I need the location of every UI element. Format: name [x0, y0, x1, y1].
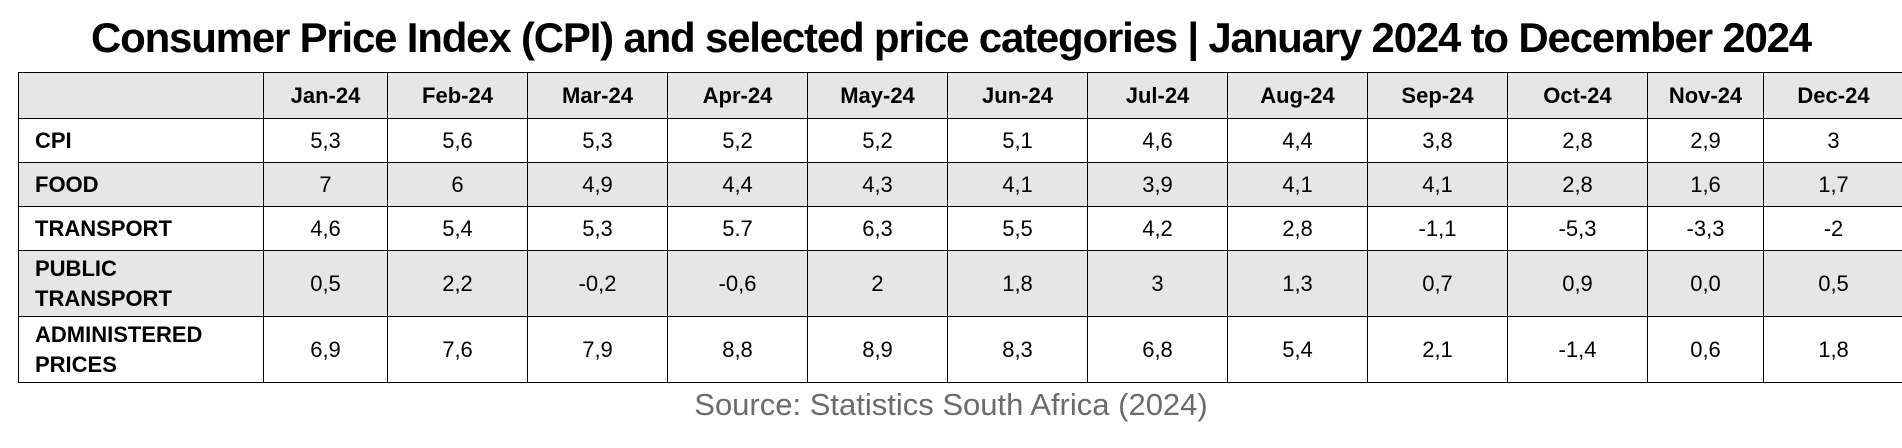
data-cell: 2 [807, 250, 948, 317]
data-cell: 5,2 [807, 118, 948, 163]
row-label-line: TRANSPORT [35, 285, 172, 311]
data-cell: 6,3 [807, 206, 948, 251]
column-header: Jul-24 [1087, 72, 1228, 119]
data-cell: -1,1 [1367, 206, 1508, 251]
data-cell: -0,2 [527, 250, 668, 317]
data-cell: 5,3 [527, 206, 668, 251]
data-cell: 4,2 [1087, 206, 1228, 251]
data-cell: 4,3 [807, 162, 948, 207]
data-cell: -1,4 [1507, 316, 1648, 383]
table-row: ADMINISTERED PRICES 6,9 7,6 7,9 8,8 8,9 8,3 6,8 5… [18, 316, 1902, 383]
data-cell: 4,6 [263, 206, 388, 251]
data-cell: -5,3 [1507, 206, 1648, 251]
data-cell: 4,4 [1227, 118, 1368, 163]
row-label-line: FOOD [35, 171, 99, 197]
cpi-table: Jan-24 Feb-24 Mar-24 Apr-24 May-24 Jun-24 Jul-… [18, 72, 1902, 383]
column-header: Feb-24 [387, 72, 528, 119]
data-cell: 5,5 [947, 206, 1088, 251]
data-cell: 4,6 [1087, 118, 1228, 163]
row-label-cell: FOOD [18, 162, 264, 207]
data-cell: 0,5 [263, 250, 388, 317]
data-cell: 2,8 [1507, 162, 1648, 207]
column-header: Nov-24 [1647, 72, 1764, 119]
data-cell: 2,2 [387, 250, 528, 317]
data-cell: 1,8 [1763, 316, 1902, 383]
header-corner-cell [18, 72, 264, 119]
column-header: May-24 [807, 72, 948, 119]
data-cell: 0,7 [1367, 250, 1508, 317]
data-cell: 5.7 [667, 206, 808, 251]
data-cell: 5,6 [387, 118, 528, 163]
row-label-cell: PUBLIC TRANSPORT [18, 250, 264, 317]
column-header: Oct-24 [1507, 72, 1648, 119]
data-cell: 3,9 [1087, 162, 1228, 207]
data-cell: 8,3 [947, 316, 1088, 383]
data-cell: 2,1 [1367, 316, 1508, 383]
table-header-row: Jan-24 Feb-24 Mar-24 Apr-24 May-24 Jun-24 Jul-… [18, 72, 1902, 119]
data-cell: -0,6 [667, 250, 808, 317]
table-body: CPI 5,3 5,6 5,3 5,2 5,2 5,1 4,6 4,4 3,8 2,8 2,9 3 FOO… [18, 118, 1902, 383]
row-label-line: CPI [35, 127, 72, 153]
data-cell: 1,7 [1763, 162, 1902, 207]
data-cell: 0,6 [1647, 316, 1764, 383]
data-cell: 7,6 [387, 316, 528, 383]
data-cell: 1,3 [1227, 250, 1368, 317]
table-row: PUBLIC TRANSPORT 0,5 2,2 -0,2 -0,6 2 1,8 3 1,3 0,7… [18, 250, 1902, 317]
data-cell: 5,2 [667, 118, 808, 163]
row-label-line: ADMINISTERED [35, 321, 203, 347]
data-cell: 0,5 [1763, 250, 1902, 317]
data-cell: 4,1 [1227, 162, 1368, 207]
data-cell: 3,8 [1367, 118, 1508, 163]
data-cell: 5,4 [1227, 316, 1368, 383]
data-cell: 4,1 [947, 162, 1088, 207]
column-header: Dec-24 [1763, 72, 1902, 119]
data-cell: 5,1 [947, 118, 1088, 163]
data-cell: 2,9 [1647, 118, 1764, 163]
data-cell: 3 [1763, 118, 1902, 163]
row-label-line: TRANSPORT [35, 215, 172, 241]
data-cell: 2,8 [1227, 206, 1368, 251]
row-label-line: PRICES [35, 351, 117, 377]
data-cell: 1,8 [947, 250, 1088, 317]
table-row: TRANSPORT 4,6 5,4 5,3 5.7 6,3 5,5 4,2 2,8 -1,1 -5,… [18, 206, 1902, 251]
data-cell: 5,3 [263, 118, 388, 163]
source-note: Source: Statistics South Africa (2024) [694, 387, 1208, 422]
data-cell: 6,9 [263, 316, 388, 383]
data-cell: 0,9 [1507, 250, 1648, 317]
row-label-cell: TRANSPORT [18, 206, 264, 251]
data-cell: 8,9 [807, 316, 948, 383]
data-cell: 5,3 [527, 118, 668, 163]
data-cell: 0,0 [1647, 250, 1764, 317]
data-cell: -2 [1763, 206, 1902, 251]
column-header: Jan-24 [263, 72, 388, 119]
data-cell: 4,9 [527, 162, 668, 207]
data-cell: 7,9 [527, 316, 668, 383]
column-header: Apr-24 [667, 72, 808, 119]
data-cell: 8,8 [667, 316, 808, 383]
column-header: Sep-24 [1367, 72, 1508, 119]
column-header: Jun-24 [947, 72, 1088, 119]
data-cell: 4,1 [1367, 162, 1508, 207]
data-cell: -3,3 [1647, 206, 1764, 251]
data-cell: 6 [387, 162, 528, 207]
table-row: FOOD 7 6 4,9 4,4 4,3 4,1 3,9 4,1 4,1 2,8 1,6 1,7 [18, 162, 1902, 207]
row-label-line: PUBLIC [35, 255, 117, 281]
data-cell: 4,4 [667, 162, 808, 207]
column-header: Mar-24 [527, 72, 668, 119]
data-cell: 5,4 [387, 206, 528, 251]
data-cell: 7 [263, 162, 388, 207]
chart-title: Consumer Price Index (CPI) and selected … [91, 14, 1812, 61]
row-label-cell: CPI [18, 118, 264, 163]
column-header: Aug-24 [1227, 72, 1368, 119]
row-label-cell: ADMINISTERED PRICES [18, 316, 264, 383]
table-row: CPI 5,3 5,6 5,3 5,2 5,2 5,1 4,6 4,4 3,8 2,8 2,9 3 [18, 118, 1902, 163]
data-cell: 1,6 [1647, 162, 1764, 207]
data-cell: 3 [1087, 250, 1228, 317]
data-cell: 2,8 [1507, 118, 1648, 163]
data-cell: 6,8 [1087, 316, 1228, 383]
